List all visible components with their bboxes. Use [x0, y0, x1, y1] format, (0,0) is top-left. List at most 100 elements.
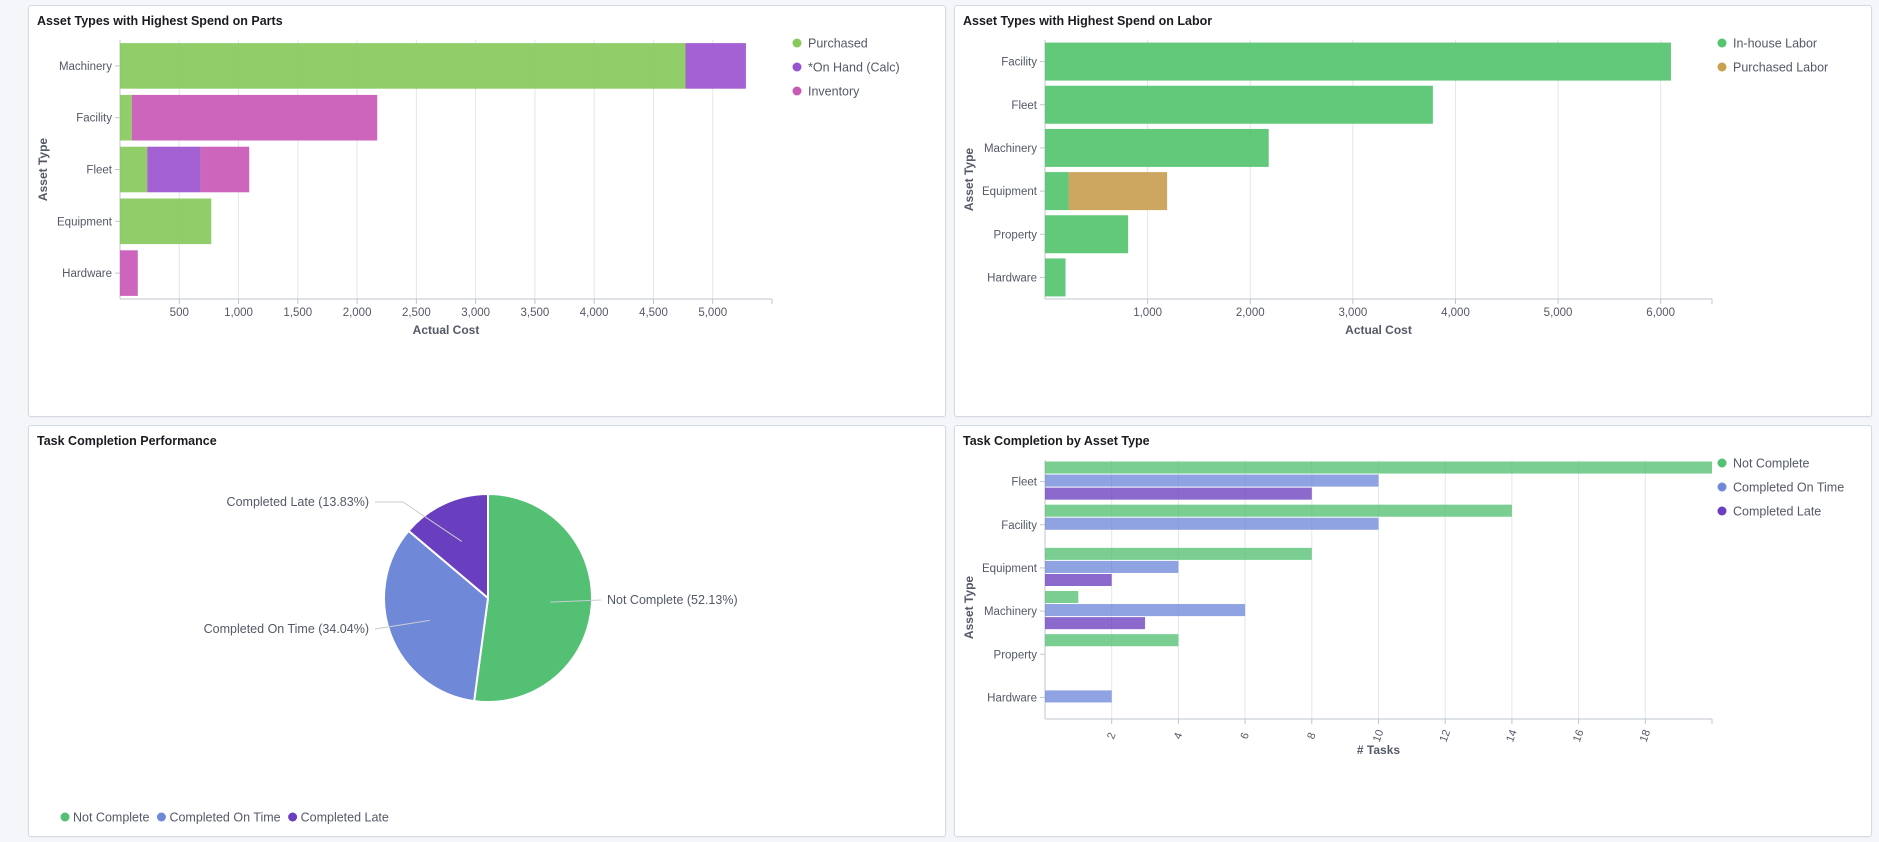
pie-leader-line [550, 599, 602, 603]
y-tick-label: Machinery [59, 61, 112, 73]
x-tick-label: 3,500 [521, 307, 550, 319]
pie-slice-completed-late [407, 492, 489, 601]
bar-equipment-purchased [120, 198, 212, 245]
pie-slice-completed-on-time [383, 529, 490, 703]
x-tick-label: 1,500 [283, 307, 312, 319]
y-axis-title: Asset Type [36, 138, 50, 201]
x-tick-label: 6 [1239, 731, 1252, 741]
tasks-chart-title: Task Completion by Asset Type [963, 434, 1150, 448]
bar-fleet-not-complete [1045, 461, 1712, 474]
y-tick-label: Equipment [982, 186, 1038, 198]
task-by-asset-chart: 2 4 6 8 10 12 14 16 18 Fleet Facility Equipment Mach… [962, 457, 1844, 758]
legend-marker-on-hand-calc [792, 62, 802, 72]
y-tick-label: Facility [76, 113, 112, 125]
legend-label-on-hand-calc: *On Hand (Calc) [808, 61, 900, 75]
task-performance-pie-chart: Not Complete (52.13%) Completed On Time (… [60, 492, 738, 825]
x-tick-label: 4,500 [639, 307, 668, 319]
x-tick-label: 14 [1504, 728, 1519, 744]
y-tick-label: Facility [1001, 57, 1037, 69]
x-tick-label: 10 [1371, 728, 1386, 744]
bar-facility-purchased [120, 94, 132, 141]
x-tick-label: 1,000 [224, 307, 253, 319]
parts-spend-chart: 500 1,000 1,500 2,000 2,500 3,000 3,500 4,000 4,… [36, 37, 900, 338]
labor-spend-panel: Asset Types with Highest Spend on Labor … [954, 5, 1872, 417]
y-tick-label: Fleet [1011, 100, 1037, 112]
y-tick-label: Property [994, 229, 1038, 241]
x-tick-label: 4,000 [1441, 307, 1470, 319]
parts-spend-panel: Asset Types with Highest Spend on Parts … [28, 5, 946, 417]
bar-fleet-on-hand-calc [147, 146, 201, 193]
x-tick-label: 4,000 [580, 307, 609, 319]
legend-label-in-house-labor: In-house Labor [1733, 37, 1817, 51]
legend-label-completed-on-time: Completed On Time [1733, 481, 1844, 495]
x-tick-label: 1,000 [1133, 307, 1162, 319]
x-tick-label: 2,000 [1236, 307, 1265, 319]
pie-slice-not-complete [472, 492, 593, 703]
labor-spend-chart: 1,000 2,000 3,000 4,000 5,000 6,000 Facility Fl… [962, 37, 1828, 338]
legend-label-not-complete: Not Complete [1733, 457, 1809, 471]
bar-machinery-completed-late [1045, 617, 1146, 630]
y-tick-label: Machinery [984, 143, 1037, 155]
x-tick-label: 500 [170, 307, 189, 319]
pie-leader-line [375, 501, 463, 542]
legend-label-completed-late: Completed Late [301, 811, 389, 825]
bar-equipment-completed-late [1045, 573, 1112, 586]
bar-machinery-purchased [120, 43, 686, 89]
y-tick-label: Fleet [86, 165, 112, 177]
bar-hardware-inventory [120, 250, 138, 296]
parts-chart-title: Asset Types with Highest Spend on Parts [37, 14, 283, 28]
legend-marker-not-complete [1717, 458, 1727, 468]
legend-marker-in-house-labor [1717, 38, 1727, 48]
legend-marker-inventory [792, 86, 802, 96]
bar-fleet-completed-late [1045, 487, 1312, 500]
x-tick-label: 8 [1305, 731, 1318, 741]
bar-fleet-completed-on-time [1045, 474, 1379, 487]
legend-label-purchased-labor: Purchased Labor [1733, 61, 1828, 75]
bar-facility-not-complete [1045, 504, 1512, 517]
bar-machinery-on-hand-calc [685, 43, 746, 89]
x-tick-label: 12 [1438, 728, 1453, 744]
x-tick-label: 18 [1638, 728, 1653, 744]
y-tick-label: Equipment [57, 216, 113, 228]
y-tick-label: Fleet [1011, 477, 1037, 489]
bar-equipment-not-complete [1045, 547, 1312, 560]
x-tick-label: 5,000 [698, 307, 727, 319]
legend-marker-purchased [792, 38, 802, 48]
legend-label-purchased: Purchased [808, 37, 868, 51]
legend-label-inventory: Inventory [808, 85, 860, 99]
pie-label-completed-on-time: Completed On Time (34.04%) [204, 622, 369, 636]
bar-facility-in-house-labor [1045, 42, 1671, 81]
bar-property-in-house-labor [1045, 215, 1129, 254]
legend-marker-not-complete [60, 812, 70, 822]
legend-marker-completed-late [288, 812, 298, 822]
labor-chart-title: Asset Types with Highest Spend on Labor [963, 14, 1213, 28]
legend-label-completed-on-time: Completed On Time [169, 811, 280, 825]
bar-property-not-complete [1045, 634, 1179, 647]
pie-leader-line [374, 619, 430, 630]
pie-label-completed-late: Completed Late (13.83%) [227, 495, 369, 509]
task-by-asset-panel: Task Completion by Asset Type 2 4 6 8 10 12 14… [954, 425, 1872, 837]
x-tick-label: 2 [1105, 731, 1118, 741]
x-tick-label: 3,000 [461, 307, 490, 319]
bar-facility-inventory [131, 94, 378, 141]
legend-label-not-complete: Not Complete [73, 811, 149, 825]
x-tick-label: 5,000 [1544, 307, 1573, 319]
bar-fleet-purchased [120, 146, 148, 193]
x-tick-label: 6,000 [1646, 307, 1675, 319]
bar-machinery-not-complete [1045, 591, 1079, 604]
y-axis-title: Asset Type [962, 576, 976, 639]
pie-chart-title: Task Completion Performance [37, 434, 217, 448]
task-performance-panel: Task Completion Performance Not Complete… [28, 425, 946, 837]
x-tick-label: 2,000 [343, 307, 372, 319]
x-axis-title: # Tasks [1357, 743, 1400, 757]
bar-fleet-in-house-labor [1045, 85, 1433, 124]
x-tick-label: 16 [1571, 728, 1586, 744]
x-axis-title: Actual Cost [413, 323, 480, 337]
pie-label-not-complete: Not Complete (52.13%) [607, 593, 738, 607]
bar-equipment-in-house-labor [1045, 172, 1069, 211]
bar-equipment-completed-on-time [1045, 560, 1179, 573]
y-tick-label: Hardware [987, 272, 1037, 284]
bar-hardware-in-house-labor [1045, 258, 1066, 297]
x-tick-label: 3,000 [1338, 307, 1367, 319]
x-tick-label: 4 [1172, 731, 1185, 741]
